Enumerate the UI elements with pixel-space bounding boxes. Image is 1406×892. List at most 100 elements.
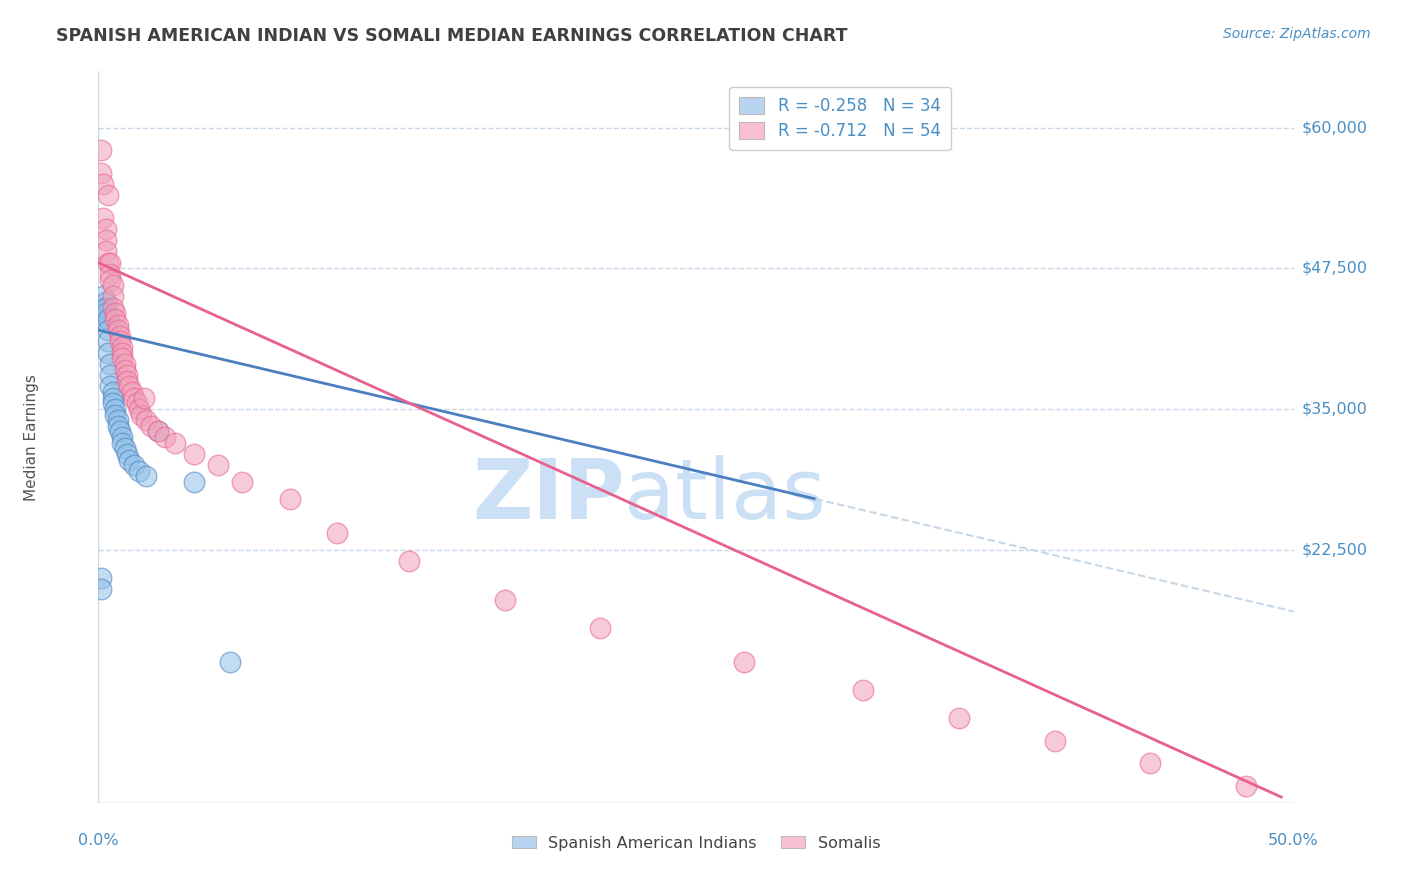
Point	[148, 425, 170, 439]
Point	[207, 458, 229, 473]
Point	[155, 430, 177, 444]
Point	[115, 447, 138, 461]
Point	[107, 323, 129, 337]
Text: $22,500: $22,500	[1302, 542, 1368, 558]
Text: 50.0%: 50.0%	[1268, 833, 1319, 848]
Point	[104, 401, 127, 416]
Point	[114, 362, 136, 376]
Point	[135, 469, 157, 483]
Point	[128, 464, 150, 478]
Point	[101, 289, 124, 303]
Point	[98, 379, 122, 393]
Point	[494, 593, 516, 607]
Point	[108, 334, 131, 349]
Point	[948, 711, 970, 725]
Point	[148, 425, 170, 439]
Point	[98, 357, 122, 371]
Point	[132, 391, 155, 405]
Point	[98, 267, 122, 281]
Point	[124, 391, 146, 405]
Point	[107, 418, 129, 433]
Point	[98, 255, 122, 269]
Point	[118, 452, 141, 467]
Point	[1043, 734, 1066, 748]
Point	[128, 401, 150, 416]
Point	[94, 244, 117, 259]
Point	[91, 312, 114, 326]
Point	[97, 188, 120, 202]
Point	[90, 582, 112, 596]
Point	[107, 318, 129, 332]
Point	[107, 413, 129, 427]
Point	[139, 418, 162, 433]
Point	[111, 340, 134, 354]
Point	[108, 328, 131, 343]
Point	[97, 255, 120, 269]
Point	[111, 351, 134, 366]
Point	[118, 379, 141, 393]
Point	[101, 391, 124, 405]
Point	[114, 442, 136, 456]
Point	[733, 655, 755, 669]
Point	[90, 166, 112, 180]
Point	[101, 278, 124, 293]
Point	[114, 357, 136, 371]
Point	[98, 272, 122, 286]
Text: $47,500: $47,500	[1302, 260, 1368, 276]
Point	[111, 430, 134, 444]
Point	[278, 491, 301, 506]
Point	[97, 334, 120, 349]
Point	[1139, 756, 1161, 771]
Legend: Spanish American Indians, Somalis: Spanish American Indians, Somalis	[505, 830, 887, 857]
Point	[90, 571, 112, 585]
Point	[94, 306, 117, 320]
Point	[111, 345, 134, 359]
Point	[101, 396, 124, 410]
Point	[94, 301, 117, 315]
Text: $35,000: $35,000	[1302, 401, 1368, 417]
Point	[121, 385, 143, 400]
Point	[135, 413, 157, 427]
Point	[125, 396, 148, 410]
Point	[183, 475, 205, 489]
Point	[183, 447, 205, 461]
Point	[94, 222, 117, 236]
Text: Source: ZipAtlas.com: Source: ZipAtlas.com	[1223, 27, 1371, 41]
Point	[91, 289, 114, 303]
Point	[124, 458, 146, 473]
Point	[91, 177, 114, 191]
Point	[91, 301, 114, 315]
Text: Median Earnings: Median Earnings	[24, 374, 39, 500]
Text: SPANISH AMERICAN INDIAN VS SOMALI MEDIAN EARNINGS CORRELATION CHART: SPANISH AMERICAN INDIAN VS SOMALI MEDIAN…	[56, 27, 848, 45]
Text: $60,000: $60,000	[1302, 120, 1368, 135]
Point	[104, 306, 127, 320]
Text: atlas: atlas	[624, 455, 825, 536]
Point	[104, 312, 127, 326]
Point	[108, 425, 131, 439]
Point	[104, 408, 127, 422]
Point	[231, 475, 253, 489]
Point	[219, 655, 242, 669]
Point	[131, 408, 153, 422]
Point	[398, 554, 420, 568]
Point	[91, 211, 114, 225]
Point	[326, 525, 349, 540]
Point	[97, 323, 120, 337]
Point	[111, 435, 134, 450]
Point	[852, 683, 875, 698]
Point	[115, 368, 138, 383]
Point	[98, 368, 122, 383]
Point	[589, 621, 612, 635]
Point	[97, 345, 120, 359]
Point	[1234, 779, 1257, 793]
Text: ZIP: ZIP	[472, 455, 624, 536]
Point	[163, 435, 186, 450]
Point	[94, 233, 117, 247]
Point	[101, 385, 124, 400]
Point	[90, 143, 112, 157]
Point	[101, 301, 124, 315]
Point	[97, 312, 120, 326]
Point	[115, 374, 138, 388]
Point	[94, 295, 117, 310]
Text: 0.0%: 0.0%	[79, 833, 118, 848]
